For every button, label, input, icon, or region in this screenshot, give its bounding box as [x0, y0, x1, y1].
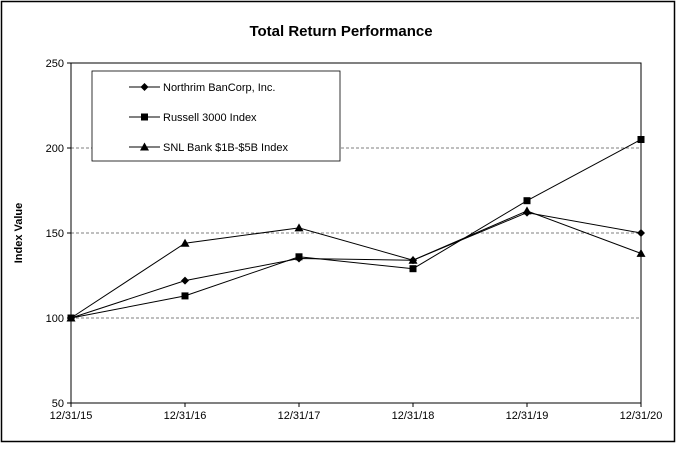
data-point-square	[295, 253, 303, 261]
data-point-square	[181, 292, 189, 300]
legend-item: Russell 3000 Index	[129, 112, 257, 124]
series-line	[70, 139, 642, 319]
data-point-triangle	[66, 313, 76, 322]
y-tick-label: 150	[46, 228, 64, 240]
y-tick-label: 200	[46, 143, 64, 155]
legend-marker-triangle	[140, 142, 149, 151]
legend: Northrim BanCorp, Inc. Russell 3000 Index…	[129, 82, 288, 154]
y-axis-label: Index Value	[13, 203, 25, 264]
data-point-triangle	[636, 248, 646, 257]
data-point-square	[637, 136, 645, 143]
series-layer	[66, 136, 646, 322]
series-line	[70, 212, 642, 319]
x-axis-ticks: 12/31/15 12/31/16 12/31/17 12/31/18 12/31/19…	[50, 403, 663, 422]
legend-item: SNL Bank $1B-$5B Index	[129, 142, 288, 154]
x-tick-label: 12/31/16	[164, 410, 207, 422]
y-axis-ticks: 50 100 150 200 250	[46, 58, 71, 410]
data-point-square	[523, 197, 531, 205]
x-tick-label: 12/31/17	[278, 410, 321, 422]
data-point-diamond	[181, 276, 189, 285]
legend-item: Northrim BanCorp, Inc.	[129, 82, 275, 94]
data-point-triangle	[294, 223, 304, 232]
legend-marker-diamond	[140, 83, 149, 91]
x-tick-label: 12/31/19	[506, 410, 549, 422]
x-tick-label: 12/31/18	[392, 410, 435, 422]
legend-marker-square	[141, 113, 148, 121]
y-tick-label: 100	[46, 313, 64, 325]
legend-label: Northrim BanCorp, Inc.	[163, 82, 275, 94]
data-point-diamond	[637, 229, 645, 237]
legend-box	[91, 70, 341, 162]
x-tick-label: 12/31/20	[620, 410, 663, 422]
chart-title: Total Return Performance	[249, 23, 432, 40]
data-point-triangle	[522, 206, 532, 215]
data-point-triangle	[180, 238, 190, 247]
legend-label: SNL Bank $1B-$5B Index	[163, 142, 288, 154]
series-line	[70, 210, 642, 319]
x-tick-label: 12/31/15	[50, 410, 93, 422]
data-point-triangle	[408, 255, 418, 264]
legend-label: Russell 3000 Index	[163, 112, 257, 124]
y-tick-label: 50	[52, 398, 64, 410]
data-point-square	[409, 265, 417, 273]
series-triangle	[66, 206, 646, 322]
y-tick-label: 250	[46, 58, 64, 70]
